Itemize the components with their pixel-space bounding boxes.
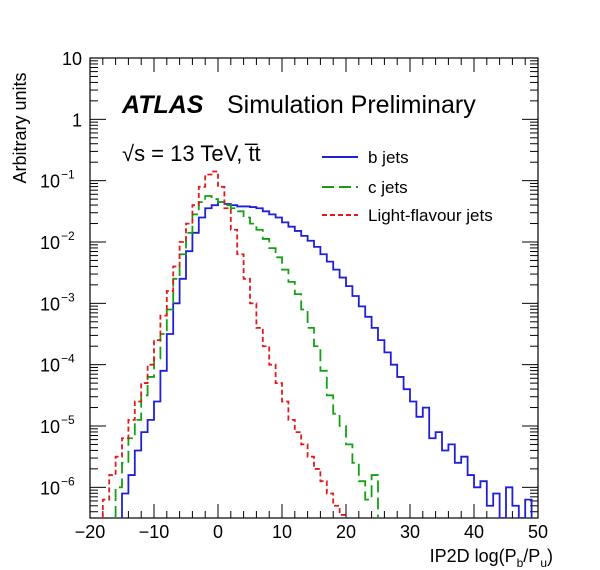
y-tick-label: 10 xyxy=(40,172,60,192)
x-axis-title: IP2D log(Pb/Pu) xyxy=(430,546,553,570)
atlas-label: ATLAS xyxy=(121,91,204,119)
x-tick-label: −10 xyxy=(139,522,170,542)
energy-label: √s = 13 TeV, t̅t xyxy=(122,141,261,166)
simulation-preliminary-label: Simulation Preliminary xyxy=(227,91,476,119)
y-tick-exponent: −4 xyxy=(61,352,75,366)
legend-label: Light-flavour jets xyxy=(368,206,493,225)
y-tick-exponent: −6 xyxy=(61,474,75,488)
x-tick-label: 50 xyxy=(528,522,548,542)
x-tick-label: 40 xyxy=(464,522,484,542)
y-tick-label: 10 xyxy=(40,294,60,314)
series-line-c-jets xyxy=(114,195,379,518)
y-tick-exponent: −5 xyxy=(61,413,75,427)
x-tick-label: 0 xyxy=(213,522,223,542)
x-tick-label: 20 xyxy=(336,522,356,542)
legend-label: b jets xyxy=(368,148,409,167)
x-tick-label: −20 xyxy=(75,522,106,542)
y-tick-label: 10 xyxy=(40,417,60,437)
axis-ticks xyxy=(89,57,539,518)
x-tick-labels: −20 −10 0 10 20 30 40 50 xyxy=(75,522,548,542)
x-tick-label: 30 xyxy=(400,522,420,542)
series-curves xyxy=(101,170,533,518)
y-tick-exponent: −1 xyxy=(61,168,75,182)
x-tick-label: 10 xyxy=(272,522,292,542)
y-tick-exponent: −2 xyxy=(61,229,75,243)
y-tick-label: 10 xyxy=(40,233,60,253)
series-line-light-flavour-jets xyxy=(101,170,347,518)
y-tick-label: 10 xyxy=(62,49,82,69)
series-line-b-jets xyxy=(121,201,533,518)
plot-frame xyxy=(89,57,539,519)
y-axis-title: Arbitrary units xyxy=(10,72,30,183)
y-tick-label: 10 xyxy=(40,478,60,498)
legend-label: c jets xyxy=(368,178,408,197)
y-tick-label: 10 xyxy=(40,356,60,376)
legend: b jets c jets Light-flavour jets xyxy=(322,148,493,225)
y-tick-label: 1 xyxy=(72,110,82,130)
y-tick-exponent: −3 xyxy=(61,290,75,304)
